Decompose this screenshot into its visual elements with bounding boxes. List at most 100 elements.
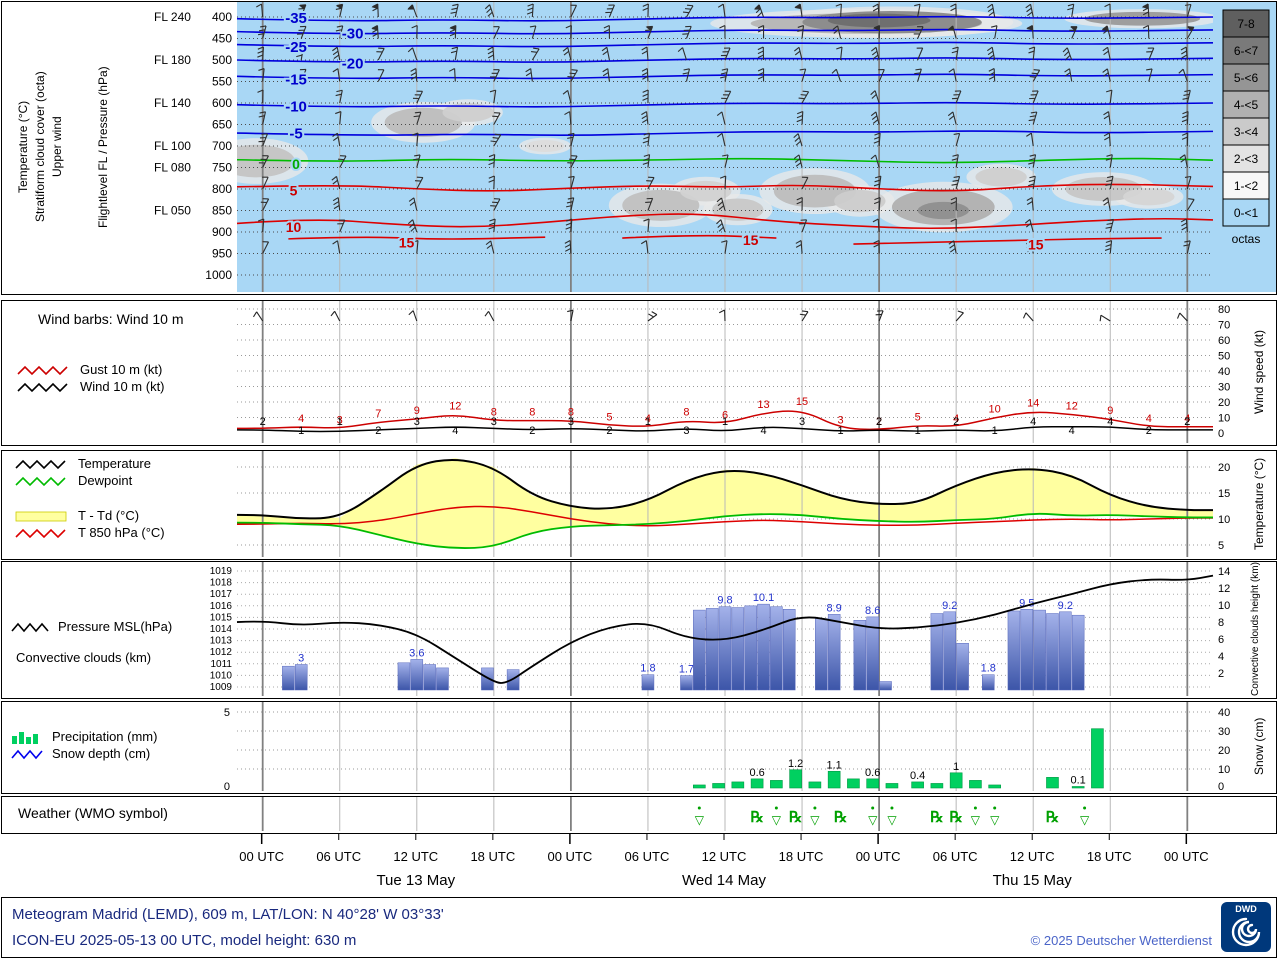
- weather-symbols-plot: ▽ ℞ ▽ ℞ ▽ ℞ ▽ ▽ ℞ ℞ ▽ ▽ ℞ ▽: [261, 797, 1189, 831]
- svg-text:1.8: 1.8: [981, 663, 996, 675]
- svg-text:4: 4: [1146, 413, 1152, 425]
- svg-text:450: 450: [212, 32, 232, 46]
- svg-text:40: 40: [1218, 707, 1230, 719]
- t850-line-swatch-icon: [15, 528, 66, 538]
- svg-text:Thu 15 May: Thu 15 May: [993, 872, 1073, 889]
- upper-wind-barbs: [256, 3, 1195, 254]
- svg-text:850: 850: [212, 204, 232, 218]
- svg-text:1016: 1016: [210, 601, 233, 612]
- precipitation-bars-swatch-icon: [12, 731, 38, 744]
- legend-convective-clouds: Convective clouds (km): [10, 649, 172, 666]
- precipitation-bars: 0.6 1.2 1.1 0.6 0.4 1 0.1: [693, 728, 1104, 789]
- wind-10m-barbs: [252, 309, 1188, 322]
- svg-text:500: 500: [212, 53, 232, 67]
- svg-text:FL 240: FL 240: [154, 10, 191, 24]
- svg-text:2: 2: [1184, 416, 1190, 428]
- svg-text:12 UTC: 12 UTC: [1010, 849, 1055, 864]
- snow-line-swatch-icon: [11, 749, 43, 759]
- wind-panel-title: Wind barbs: Wind 10 m: [38, 311, 184, 327]
- temperature-right-axis-label: Temperature (°C): [1252, 457, 1266, 551]
- precipitation-canvas: 0.6 1.2 1.1 0.6 0.4 1 0.1 5 0 0 10 20 30 40: [2, 702, 1276, 796]
- svg-text:4: 4: [1107, 416, 1113, 428]
- svg-text:3: 3: [337, 414, 343, 426]
- svg-text:▽: ▽: [887, 813, 897, 827]
- svg-text:9.2: 9.2: [1058, 600, 1073, 612]
- svg-text:1: 1: [915, 425, 921, 437]
- svg-text:4: 4: [452, 425, 458, 437]
- svg-text:▽: ▽: [990, 813, 1000, 827]
- svg-text:06 UTC: 06 UTC: [933, 849, 978, 864]
- svg-text:FL 080: FL 080: [154, 161, 191, 175]
- time-axis-plot: 00 UTC 06 UTC 12 UTC 18 UTC 00 UTC 06 UTC 12 U…: [239, 833, 1209, 889]
- footer-station-line: Meteogram Madrid (LEMD), 609 m, LAT/LON:…: [12, 906, 444, 923]
- legend-precipitation-label: Precipitation (mm): [52, 729, 158, 744]
- svg-text:▽: ▽: [772, 813, 782, 827]
- svg-text:8: 8: [568, 407, 574, 419]
- svg-text:1013: 1013: [210, 636, 233, 647]
- convective-right-axis-label: Convective clouds height (km): [1250, 562, 1261, 696]
- svg-text:0.6: 0.6: [865, 767, 880, 779]
- svg-text:3: 3: [491, 416, 497, 428]
- wind-line: [236, 426, 1213, 433]
- pressure-plot: 3 3.61.8 1.79.8 10.18.9 8.6 9.21.89.5 9.210091…: [210, 562, 1230, 696]
- svg-text:6: 6: [1218, 634, 1224, 646]
- svg-text:5: 5: [1218, 540, 1224, 552]
- svg-text:℞: ℞: [789, 809, 802, 826]
- legend-ttd-label: T - Td (°C): [78, 508, 140, 523]
- svg-text:2: 2: [260, 416, 266, 428]
- svg-text:2: 2: [876, 416, 882, 428]
- temperature-canvas: 5 10 15 20: [2, 451, 1276, 562]
- svg-text:750: 750: [212, 161, 232, 175]
- svg-text:FL 100: FL 100: [154, 139, 191, 153]
- svg-text:Wed 14 May: Wed 14 May: [682, 872, 766, 889]
- legend-gust: Gust 10 m (kt): [16, 361, 165, 378]
- svg-text:9: 9: [1107, 405, 1113, 417]
- panel-weather-symbols: ▽ ℞ ▽ ℞ ▽ ℞ ▽ ▽ ℞ ℞ ▽ ▽ ℞ ▽ Weather (WMO symbol): [1, 796, 1277, 834]
- svg-text:℞: ℞: [1046, 809, 1059, 826]
- convective-cloud-bars: 3 3.61.8 1.79.8 10.18.9 8.6 9.21.89.5 9.2: [282, 592, 1085, 691]
- svg-text:4-<5: 4-<5: [1234, 98, 1259, 112]
- svg-text:10: 10: [989, 404, 1001, 416]
- svg-text:1015: 1015: [210, 612, 233, 623]
- svg-text:20: 20: [1218, 462, 1230, 474]
- upper-air-canvas: -35 -30 -25 -20 -15 -10 -5 0 5 10 15 15 15 FL 240 FL 1…: [2, 2, 1276, 297]
- svg-text:0.4: 0.4: [910, 770, 925, 782]
- svg-text:14: 14: [1218, 566, 1230, 578]
- svg-text:650: 650: [212, 118, 232, 132]
- svg-text:9: 9: [414, 405, 420, 417]
- svg-text:800: 800: [212, 182, 232, 196]
- svg-text:06 UTC: 06 UTC: [625, 849, 670, 864]
- svg-text:0-<1: 0-<1: [1234, 206, 1259, 220]
- svg-text:10.1: 10.1: [753, 592, 774, 604]
- svg-text:15: 15: [743, 232, 759, 248]
- svg-text:1: 1: [722, 416, 728, 428]
- svg-text:4: 4: [298, 413, 304, 425]
- dewpoint-line-swatch-icon: [15, 476, 66, 486]
- temperature-line-swatch-icon: [15, 459, 66, 469]
- svg-text:400: 400: [212, 10, 232, 24]
- svg-text:1.8: 1.8: [640, 663, 655, 675]
- wind-canvas: 4 3 7 9 12 8 8 8 5 4 8 6 13 15 3 2 5 4 10 14 12 9 4 4 2 1 1 2 3 4 3 2 3 2…: [2, 301, 1276, 448]
- svg-text:4: 4: [953, 413, 959, 425]
- svg-text:℞: ℞: [750, 809, 763, 826]
- panel-pressure-convective: 3 3.6 1.8 1.7 9.8 10.1 8.9 8.6 9.2 1.8 9.5 9.2 1009 1…: [1, 561, 1277, 699]
- svg-text:0: 0: [292, 156, 300, 172]
- svg-text:-25: -25: [285, 39, 307, 56]
- svg-text:3: 3: [414, 416, 420, 428]
- svg-text:15: 15: [1028, 236, 1044, 252]
- legend-convective-clouds-label: Convective clouds (km): [16, 650, 152, 665]
- wind-legend: Gust 10 m (kt) Wind 10 m (kt): [16, 361, 165, 395]
- svg-text:2: 2: [529, 425, 535, 437]
- svg-text:40: 40: [1218, 366, 1230, 378]
- svg-text:12: 12: [449, 400, 461, 412]
- svg-text:0.6: 0.6: [749, 767, 764, 779]
- pressure-line-swatch-icon: [11, 622, 49, 632]
- svg-text:1: 1: [992, 425, 998, 437]
- svg-text:06 UTC: 06 UTC: [316, 849, 361, 864]
- svg-text:1000: 1000: [205, 268, 232, 282]
- svg-text:60: 60: [1218, 335, 1230, 347]
- svg-text:00 UTC: 00 UTC: [856, 849, 901, 864]
- svg-text:7-8: 7-8: [1237, 17, 1255, 31]
- legend-snow-depth: Snow depth (cm): [10, 745, 157, 762]
- svg-text:Tue 13 May: Tue 13 May: [376, 872, 455, 889]
